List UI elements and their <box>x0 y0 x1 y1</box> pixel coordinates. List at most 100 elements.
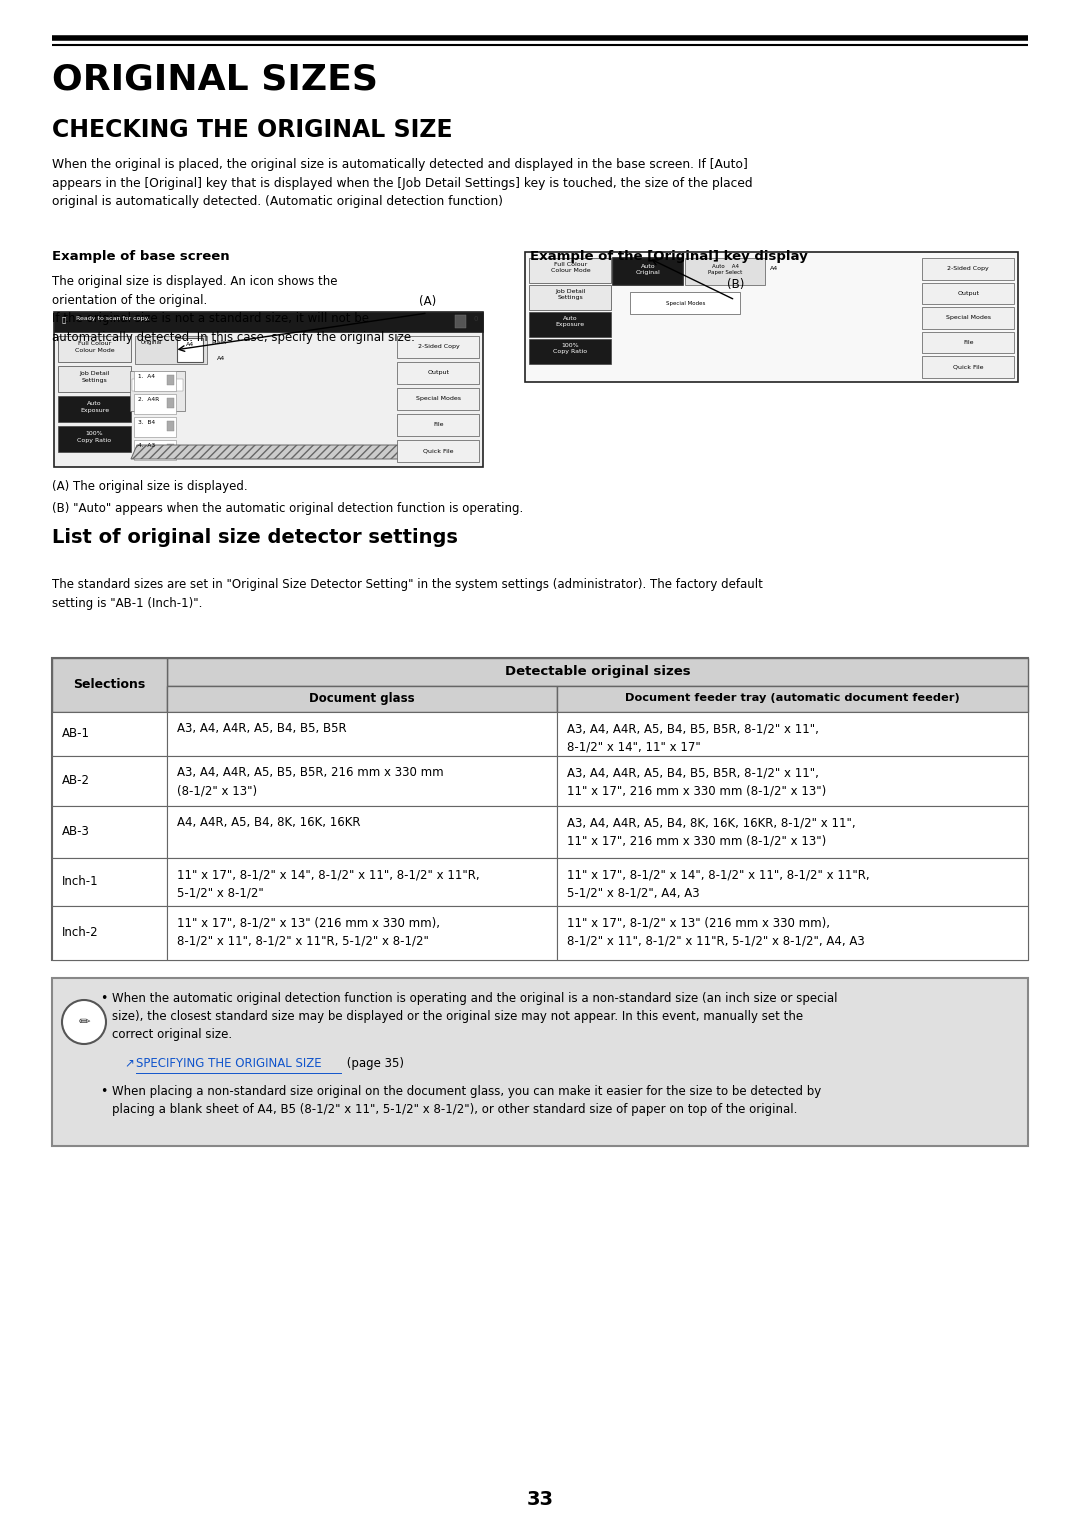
Bar <box>52 712 167 756</box>
Bar <box>166 397 174 408</box>
Bar <box>52 805 167 859</box>
Text: Document feeder tray (automatic document feeder): Document feeder tray (automatic document… <box>625 694 960 703</box>
Bar <box>54 312 484 332</box>
Bar <box>167 712 557 756</box>
Text: 2-Sided Copy: 2-Sided Copy <box>947 266 989 272</box>
Bar <box>922 332 1014 353</box>
Bar <box>167 756 557 805</box>
Bar <box>922 283 1014 304</box>
Text: List of original size detector settings: List of original size detector settings <box>52 529 458 547</box>
Bar <box>52 659 167 712</box>
Text: Auto
Exposure: Auto Exposure <box>556 316 585 327</box>
Bar <box>525 252 1018 382</box>
Text: The original size is displayed. An icon shows the
orientation of the original.
I: The original size is displayed. An icon … <box>52 275 415 344</box>
Text: Special Modes: Special Modes <box>416 396 461 402</box>
Bar <box>686 258 766 286</box>
Bar <box>132 379 183 391</box>
Text: Auto    A4
Paper Select: Auto A4 Paper Select <box>708 264 742 275</box>
Text: 100%
Copy Ratio: 100% Copy Ratio <box>78 431 111 443</box>
Text: A4: A4 <box>186 342 194 347</box>
Text: A3, A4, A4R, A5, B4, B5, B5R, 8-1/2" x 11",
8-1/2" x 14", 11" x 17": A3, A4, A4R, A5, B4, B5, B5R, 8-1/2" x 1… <box>567 723 819 753</box>
Bar <box>529 258 611 283</box>
Text: Output: Output <box>428 370 449 376</box>
Bar <box>167 686 557 712</box>
Text: 11" x 17", 8-1/2" x 13" (216 mm x 330 mm),
8-1/2" x 11", 8-1/2" x 11"R, 5-1/2" x: 11" x 17", 8-1/2" x 13" (216 mm x 330 mm… <box>567 915 865 947</box>
Text: Detectable original sizes: Detectable original sizes <box>504 665 690 677</box>
Text: (page 35): (page 35) <box>343 1057 404 1070</box>
Text: Original: Original <box>141 341 162 345</box>
Bar <box>166 422 174 431</box>
Bar <box>397 336 480 358</box>
Text: 4.  A3: 4. A3 <box>137 443 154 448</box>
Bar <box>52 659 1028 960</box>
Text: 3.  B4: 3. B4 <box>137 420 154 425</box>
Bar <box>529 312 611 338</box>
Bar <box>922 307 1014 329</box>
Text: Job Detail
Settings: Job Detail Settings <box>555 289 585 299</box>
Text: AB-2: AB-2 <box>62 773 90 787</box>
Text: A3, A4, A4R, A5, B4, 8K, 16K, 16KR, 8-1/2" x 11",
11" x 17", 216 mm x 330 mm (8-: A3, A4, A4R, A5, B4, 8K, 16K, 16KR, 8-1/… <box>567 816 855 847</box>
Text: (A) The original size is displayed.: (A) The original size is displayed. <box>52 480 247 494</box>
Text: •: • <box>100 1085 107 1099</box>
Bar <box>134 394 176 414</box>
Text: Inch-1: Inch-1 <box>62 874 98 888</box>
Text: A3, A4, A4R, A5, B4, B5, B5R, 8-1/2" x 11",
11" x 17", 216 mm x 330 mm (8-1/2" x: A3, A4, A4R, A5, B4, B5, B5R, 8-1/2" x 1… <box>567 766 826 798</box>
Text: Ready to scan for copy.: Ready to scan for copy. <box>76 316 149 321</box>
Text: Example of base screen: Example of base screen <box>52 251 230 263</box>
Text: (B) "Auto" appears when the automatic original detection function is operating.: (B) "Auto" appears when the automatic or… <box>52 503 523 515</box>
Text: A4, A4R, A5, B4, 8K, 16K, 16KR: A4, A4R, A5, B4, 8K, 16K, 16KR <box>177 816 361 830</box>
Text: 11" x 17", 8-1/2" x 13" (216 mm x 330 mm),
8-1/2" x 11", 8-1/2" x 11"R, 5-1/2" x: 11" x 17", 8-1/2" x 13" (216 mm x 330 mm… <box>177 915 440 947</box>
Text: CHECKING THE ORIGINAL SIZE: CHECKING THE ORIGINAL SIZE <box>52 118 453 142</box>
Text: Special Modes: Special Modes <box>665 301 705 306</box>
Text: Inch-2: Inch-2 <box>62 926 98 938</box>
Bar <box>167 805 557 859</box>
Text: (A): (A) <box>419 295 436 309</box>
Bar <box>397 440 480 461</box>
Bar <box>557 805 1028 859</box>
Bar <box>134 440 176 460</box>
Bar <box>58 336 131 362</box>
Text: File: File <box>433 422 444 428</box>
Text: A3, A4, A4R, A5, B5, B5R, 216 mm x 330 mm
(8-1/2" x 13"): A3, A4, A4R, A5, B5, B5R, 216 mm x 330 m… <box>177 766 444 798</box>
Text: Selections: Selections <box>73 677 146 691</box>
Bar <box>134 371 176 391</box>
Bar <box>557 712 1028 756</box>
Bar <box>167 859 557 906</box>
Bar <box>52 859 167 906</box>
Text: File: File <box>963 339 973 345</box>
Text: 2-Sided Copy: 2-Sided Copy <box>418 344 459 350</box>
Bar <box>54 312 484 468</box>
Bar <box>58 426 131 452</box>
Text: A4: A4 <box>770 266 779 270</box>
Bar <box>397 362 480 384</box>
Bar <box>52 978 1028 1146</box>
Text: When the original is placed, the original size is automatically detected and dis: When the original is placed, the origina… <box>52 157 753 208</box>
Circle shape <box>62 999 106 1044</box>
Bar <box>529 286 611 310</box>
Text: Auto
Original: Auto Original <box>636 264 661 275</box>
Bar <box>397 414 480 435</box>
Text: AB-3: AB-3 <box>62 825 90 837</box>
Text: SPECIFYING THE ORIGINAL SIZE: SPECIFYING THE ORIGINAL SIZE <box>136 1057 322 1070</box>
Text: Plain: Plain <box>211 341 226 345</box>
Bar <box>135 336 207 364</box>
Text: 100%
Copy Ratio: 100% Copy Ratio <box>553 342 588 354</box>
Bar <box>397 388 480 410</box>
Text: Special Modes: Special Modes <box>946 315 990 321</box>
Text: A3, A4, A4R, A5, B4, B5, B5R: A3, A4, A4R, A5, B4, B5, B5R <box>177 723 347 735</box>
Polygon shape <box>131 445 475 458</box>
Text: 1.  A4: 1. A4 <box>137 374 154 379</box>
Bar <box>557 756 1028 805</box>
Bar <box>166 374 174 385</box>
Text: The standard sizes are set in "Original Size Detector Setting" in the system set: The standard sizes are set in "Original … <box>52 578 762 610</box>
Text: ✏: ✏ <box>78 1015 90 1028</box>
Text: Full Colour
Colour Mode: Full Colour Colour Mode <box>551 261 590 274</box>
Bar <box>58 396 131 422</box>
Bar <box>613 258 684 286</box>
Text: 11" x 17", 8-1/2" x 14", 8-1/2" x 11", 8-1/2" x 11"R,
5-1/2" x 8-1/2": 11" x 17", 8-1/2" x 14", 8-1/2" x 11", 8… <box>177 868 480 898</box>
Bar <box>557 859 1028 906</box>
Bar <box>167 659 1028 686</box>
Text: 0: 0 <box>473 316 478 322</box>
Text: ⎙: ⎙ <box>62 316 66 322</box>
Text: Job Detail
Settings: Job Detail Settings <box>79 371 110 382</box>
